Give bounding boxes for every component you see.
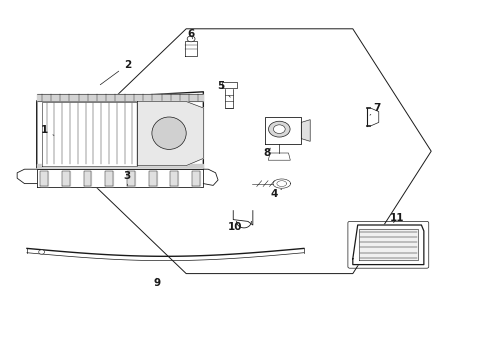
Polygon shape	[62, 171, 70, 186]
Text: 6: 6	[188, 29, 195, 39]
Text: 1: 1	[41, 125, 54, 135]
Circle shape	[39, 250, 45, 254]
Polygon shape	[353, 225, 424, 265]
Circle shape	[187, 36, 195, 42]
Polygon shape	[37, 92, 203, 169]
Polygon shape	[265, 117, 301, 144]
Polygon shape	[42, 102, 137, 166]
Text: 11: 11	[390, 213, 404, 223]
Text: 8: 8	[264, 148, 270, 158]
Polygon shape	[105, 171, 113, 186]
Polygon shape	[148, 171, 156, 186]
Polygon shape	[37, 94, 203, 101]
Polygon shape	[269, 153, 290, 160]
Polygon shape	[137, 102, 203, 166]
Polygon shape	[301, 120, 310, 141]
Text: 7: 7	[370, 103, 381, 115]
Circle shape	[273, 125, 285, 134]
Text: 3: 3	[124, 171, 131, 185]
Polygon shape	[359, 229, 418, 260]
Text: 5: 5	[217, 81, 230, 97]
Text: 9: 9	[153, 278, 160, 288]
Circle shape	[269, 121, 290, 137]
Polygon shape	[192, 171, 200, 186]
Polygon shape	[222, 82, 237, 88]
Polygon shape	[37, 169, 203, 187]
Text: 2: 2	[100, 60, 131, 85]
Text: 4: 4	[270, 189, 282, 199]
Polygon shape	[171, 171, 178, 186]
Polygon shape	[40, 171, 48, 186]
Polygon shape	[185, 41, 197, 56]
Polygon shape	[84, 171, 92, 186]
Ellipse shape	[152, 117, 186, 149]
Polygon shape	[37, 164, 203, 169]
Polygon shape	[127, 171, 135, 186]
Text: 10: 10	[228, 222, 243, 232]
